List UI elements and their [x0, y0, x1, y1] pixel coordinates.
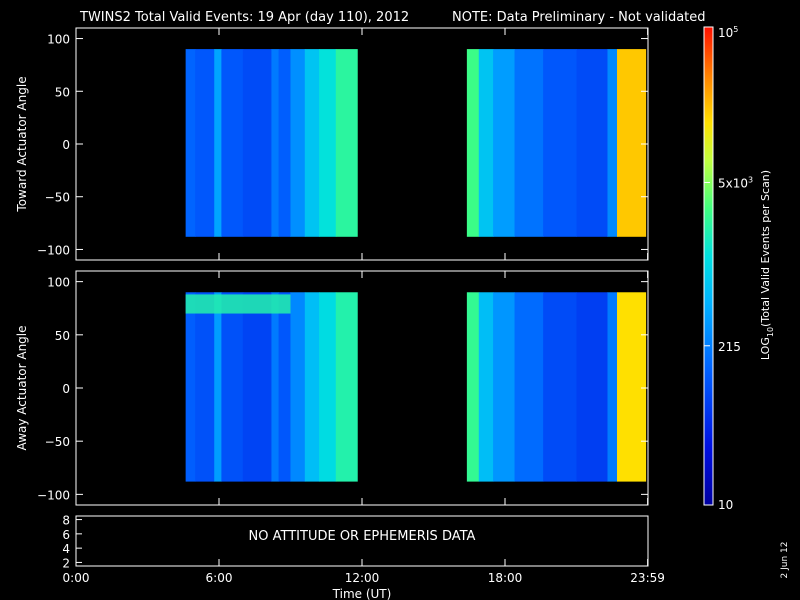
no-data-message: NO ATTITUDE OR EPHEMERIS DATA — [249, 529, 476, 544]
y-tick-label: −100 — [37, 243, 70, 257]
x-tick-label: 18:00 — [488, 571, 523, 585]
heatmap-column — [478, 292, 494, 482]
heatmap-column — [607, 49, 618, 237]
y-tick-label: −50 — [45, 435, 70, 449]
colorbar-gradient — [704, 27, 713, 505]
heatmap-column — [493, 49, 516, 237]
heatmap-column — [493, 292, 516, 482]
heatmap-column — [607, 292, 618, 482]
y-tick-label: 100 — [47, 276, 70, 290]
heatmap-column — [185, 292, 196, 482]
preliminary-note: NOTE: Data Preliminary - Not validated — [452, 10, 706, 25]
date-stamp: 2 Jun 12 — [780, 542, 790, 579]
y-tick-label: 4 — [62, 542, 70, 556]
colorbar-tick-label: 105 — [718, 25, 738, 40]
colorbar-ticks: 10 215 5x103 105 — [704, 25, 753, 512]
heatmap-column — [242, 49, 272, 237]
chart-title: TWINS2 Total Valid Events: 19 Apr (day 1… — [79, 10, 409, 25]
heatmap-column — [214, 49, 222, 237]
heatmap-column — [514, 49, 544, 237]
heatmap-column — [514, 292, 544, 482]
y-tick-label: 0 — [62, 138, 70, 152]
heatmap-column — [466, 292, 480, 482]
heatmap-column — [617, 292, 647, 482]
heatmap-column — [304, 49, 320, 237]
heatmap-column — [335, 292, 358, 482]
away-panel: 100 50 0 −50 −100 Away Actuator Angle — [15, 270, 649, 506]
x-tick-label: 0:00 — [63, 571, 90, 585]
heatmap-column — [617, 49, 647, 237]
away-y-axis-label: Away Actuator Angle — [15, 325, 29, 450]
heatmap-column — [221, 292, 244, 482]
colorbar-tick-label: 215 — [718, 340, 741, 354]
y-tick-label: −50 — [45, 191, 70, 205]
colorbar-tick-label: 5x103 — [718, 175, 753, 190]
colorbar-tick-label: 10 — [718, 498, 733, 512]
heatmap-column — [304, 292, 320, 482]
heatmap-column — [214, 292, 222, 482]
colorbar: 10 215 5x103 105 LOG10(Total Valid Events p… — [703, 25, 775, 512]
away-heatmap — [185, 292, 647, 482]
y-tick-label: 50 — [55, 85, 70, 99]
toward-y-axis-label: Toward Actuator Angle — [15, 76, 29, 212]
y-tick-label: 50 — [55, 329, 70, 343]
heatmap-column — [185, 49, 196, 237]
heatmap-column — [242, 292, 272, 482]
x-tick-label: 23:59 — [630, 571, 665, 585]
heatmap-column — [478, 49, 494, 237]
heatmap-column — [543, 292, 577, 482]
toward-y-ticks: 100 50 0 −50 −100 — [37, 33, 648, 257]
y-tick-label: 8 — [62, 514, 70, 528]
heatmap-column — [466, 49, 480, 237]
heatmap-column — [271, 292, 280, 482]
heatmap-column — [221, 49, 244, 237]
heatmap-column — [195, 292, 215, 482]
heatmap-column — [290, 292, 306, 482]
y-tick-label: 6 — [62, 528, 70, 542]
heatmap-column — [271, 49, 280, 237]
time-x-ticks: 0:00 6:00 12:00 18:00 23:59 — [63, 28, 665, 585]
y-tick-label: 0 — [62, 382, 70, 396]
x-axis-label: Time (UT) — [332, 587, 392, 600]
heatmap-column — [319, 292, 337, 482]
heatmap-column — [543, 49, 577, 237]
heatmap-column — [319, 49, 337, 237]
heatmap-column — [576, 292, 608, 482]
x-tick-label: 12:00 — [345, 571, 380, 585]
y-tick-label: 2 — [62, 556, 70, 570]
away-y-ticks: 100 50 0 −50 −100 — [37, 276, 648, 502]
heatmap-column — [278, 49, 291, 237]
colorbar-label: LOG10(Total Valid Events per Scan) — [759, 170, 775, 360]
heatmap-column — [278, 292, 291, 482]
heatmap-column — [335, 49, 358, 237]
y-tick-label: 100 — [47, 33, 70, 47]
toward-panel: 100 50 0 −50 −100 Toward Actuator Angle — [15, 27, 649, 261]
heatmap-column — [290, 49, 306, 237]
x-tick-label: 6:00 — [206, 571, 233, 585]
heatmap-column — [576, 49, 608, 237]
toward-heatmap — [185, 49, 647, 237]
heatmap-column — [195, 49, 215, 237]
heatmap-feature — [185, 294, 291, 314]
y-tick-label: −100 — [37, 488, 70, 502]
